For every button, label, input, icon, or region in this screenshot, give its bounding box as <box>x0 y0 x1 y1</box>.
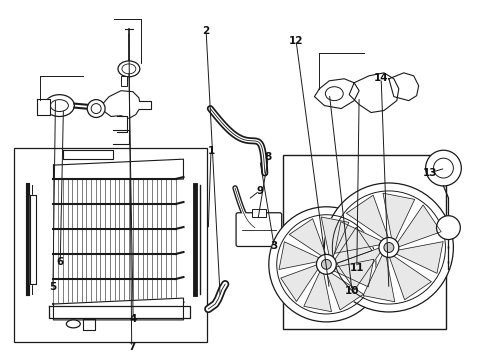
Polygon shape <box>337 247 382 290</box>
Circle shape <box>321 260 331 269</box>
Bar <box>121 76 127 86</box>
Ellipse shape <box>325 87 343 100</box>
Ellipse shape <box>122 64 136 74</box>
Circle shape <box>324 183 453 312</box>
Polygon shape <box>49 306 191 318</box>
Polygon shape <box>63 150 113 159</box>
Text: 5: 5 <box>49 282 56 292</box>
Text: 3: 3 <box>270 241 278 251</box>
Polygon shape <box>304 270 331 312</box>
Polygon shape <box>30 195 36 284</box>
Polygon shape <box>53 159 183 179</box>
Polygon shape <box>326 272 364 310</box>
Circle shape <box>437 216 460 239</box>
Polygon shape <box>321 217 349 259</box>
Text: 7: 7 <box>128 342 135 352</box>
Bar <box>14 148 207 342</box>
Circle shape <box>379 238 399 257</box>
Text: 4: 4 <box>129 314 137 324</box>
Polygon shape <box>335 222 383 253</box>
Polygon shape <box>281 264 319 301</box>
Polygon shape <box>334 227 372 264</box>
Polygon shape <box>396 205 441 248</box>
Text: 2: 2 <box>202 26 210 36</box>
Polygon shape <box>139 100 151 109</box>
Polygon shape <box>279 242 321 269</box>
Polygon shape <box>83 319 95 330</box>
Ellipse shape <box>45 95 74 117</box>
Bar <box>252 209 266 217</box>
Circle shape <box>384 243 394 252</box>
Text: 6: 6 <box>57 257 64 267</box>
Polygon shape <box>37 99 49 114</box>
Text: 9: 9 <box>256 186 263 196</box>
Text: 8: 8 <box>265 152 272 162</box>
Text: 14: 14 <box>374 73 389 83</box>
Polygon shape <box>289 219 326 257</box>
FancyBboxPatch shape <box>236 213 282 247</box>
Polygon shape <box>394 242 443 273</box>
Polygon shape <box>117 116 127 132</box>
Polygon shape <box>315 79 359 109</box>
Ellipse shape <box>66 320 80 328</box>
Polygon shape <box>389 73 418 100</box>
Polygon shape <box>113 130 129 144</box>
Polygon shape <box>53 298 183 320</box>
Polygon shape <box>349 73 399 113</box>
Text: 10: 10 <box>345 286 359 296</box>
Text: 13: 13 <box>422 168 437 178</box>
Polygon shape <box>332 259 374 287</box>
Text: 1: 1 <box>207 147 215 157</box>
Text: 11: 11 <box>349 262 364 273</box>
Circle shape <box>269 207 384 322</box>
Polygon shape <box>383 193 415 242</box>
Polygon shape <box>99 91 141 118</box>
Circle shape <box>317 255 336 274</box>
Circle shape <box>426 150 461 186</box>
Bar <box>283 155 446 329</box>
Text: 12: 12 <box>289 36 303 46</box>
Circle shape <box>87 100 105 117</box>
Circle shape <box>91 104 101 113</box>
Polygon shape <box>346 195 389 240</box>
Polygon shape <box>363 253 395 302</box>
Ellipse shape <box>50 100 69 112</box>
Polygon shape <box>389 255 431 300</box>
Circle shape <box>434 158 453 178</box>
Ellipse shape <box>118 61 140 77</box>
